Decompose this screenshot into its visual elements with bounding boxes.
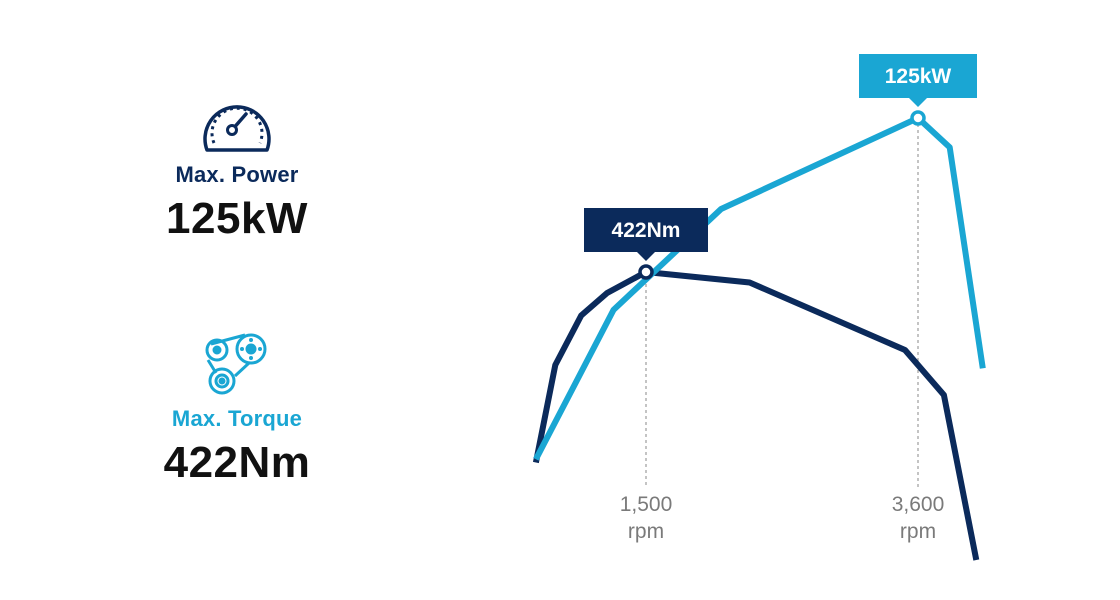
x-tick-label: 1,500: [620, 493, 673, 516]
speedometer-icon: [203, 105, 271, 152]
max-torque-value: 422Nm: [163, 438, 311, 487]
max-torque-label: Max. Torque: [171, 406, 303, 431]
gears-icon: [205, 333, 267, 395]
peak-callout-box: [859, 54, 977, 98]
peak-marker: [910, 110, 926, 126]
x-tick-label: 3,600: [892, 493, 945, 516]
x-tick-unit: rpm: [628, 520, 664, 543]
peak-callout-pointer: [909, 98, 927, 107]
peak-callout-pointer: [637, 252, 655, 261]
peak-callout-label: 125kW: [885, 65, 952, 88]
peak-marker: [638, 264, 654, 280]
max-torque-stat: Max. Torque 422Nm: [117, 330, 357, 488]
series-line-1: [533, 115, 986, 461]
max-power-label: Max. Power: [175, 162, 299, 187]
max-power-value: 125kW: [166, 194, 308, 243]
x-tick-unit: rpm: [900, 520, 936, 543]
peak-callout-label: 422Nm: [612, 219, 681, 242]
peak-callout-box: [584, 208, 708, 252]
series-line-0: [532, 269, 980, 561]
max-power-stat: Max. Power 125kW: [117, 88, 357, 244]
